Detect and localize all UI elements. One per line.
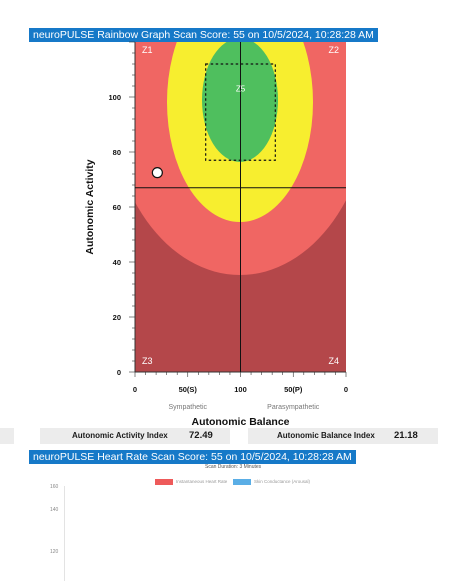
y-tick-label: 80 (113, 148, 121, 157)
hr-y-tick-140: 140 (50, 507, 59, 513)
x-sublabel-parasympathetic: Parasympathetic (267, 404, 320, 411)
legend-swatch-heart-rate (155, 479, 173, 485)
legend-swatch-skin-conductance (233, 479, 251, 485)
balance-index-panel (248, 428, 438, 444)
target-box (205, 63, 276, 161)
score-point (151, 167, 163, 179)
zone-label-z2: Z2 (328, 45, 339, 55)
y-tick-label: 0 (117, 368, 121, 377)
y-tick-label: 60 (113, 203, 121, 212)
y-axis-title: Autonomic Activity (84, 159, 96, 254)
balance-index-label: Autonomic Balance Index (277, 431, 375, 440)
hr-y-tick-160: 160 (50, 484, 59, 490)
y-tick-label: 20 (113, 313, 121, 322)
legend-label-skin-conductance: Skin Conductance (Arousal) (254, 479, 311, 484)
zone-label-z1: Z1 (142, 45, 153, 55)
hr-y-tick-120: 120 (50, 549, 59, 555)
activity-index-label: Autonomic Activity Index (72, 431, 168, 440)
heart-rate-header: neuroPULSE Heart Rate Scan Score: 55 on … (29, 450, 356, 464)
x-sublabel-sympathetic: Sympathetic (168, 404, 207, 411)
activity-index-panel (40, 428, 230, 444)
x-tick-label: 50(P) (284, 385, 303, 394)
activity-index-value: 72.49 (189, 430, 213, 441)
rainbow-header: neuroPULSE Rainbow Graph Scan Score: 55 … (29, 28, 378, 42)
y-tick-label: 100 (108, 93, 121, 102)
zone-label-z5: Z5 (236, 85, 246, 94)
x-tick-label: 100 (234, 385, 247, 394)
x-tick-label: 0 (344, 385, 348, 394)
legend-label-heart-rate: Instantaneous Heart Rate (176, 479, 228, 484)
x-tick-label: 0 (133, 385, 137, 394)
activity-index-bar (0, 428, 14, 444)
axes: 0 20 40 60 80 100 0 50(S) 100 50(P) 0 Sympathetic Pa… (84, 41, 348, 428)
marks: Z1 Z2 Z3 Z4 Z5 (135, 42, 346, 372)
y-tick-label: 40 (113, 258, 121, 267)
hr-y-axis-line (64, 486, 65, 581)
rainbow-chart: 0 20 40 60 80 100 0 50(S) 100 50(P) 0 Sympathetic Pa… (84, 41, 348, 428)
zone-label-z4: Z4 (328, 356, 339, 366)
zone-label-z3: Z3 (142, 356, 153, 366)
balance-index-value: 21.18 (394, 430, 418, 441)
x-tick-label: 50(S) (179, 385, 198, 394)
x-axis-title: Autonomic Balance (191, 416, 289, 428)
scan-duration: Scan Duration: 3 Minutes (205, 464, 262, 470)
